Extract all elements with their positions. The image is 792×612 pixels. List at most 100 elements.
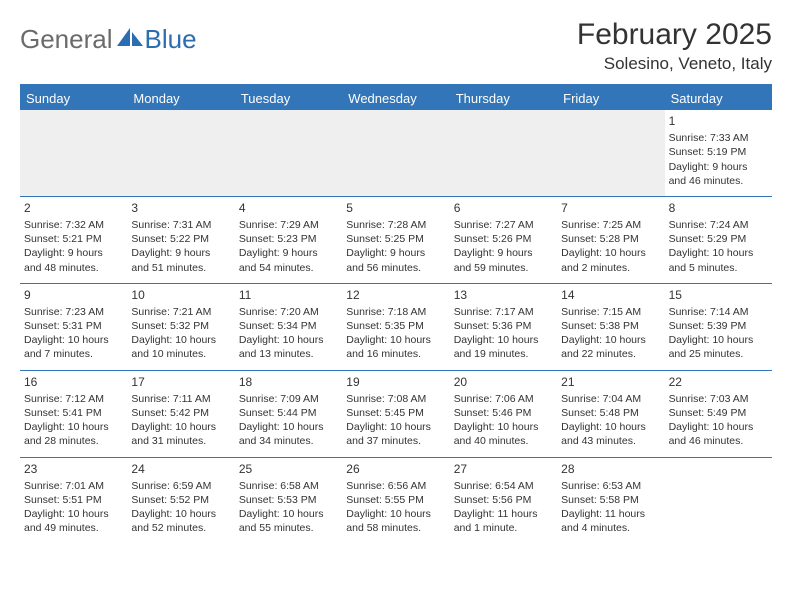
day-number: 8 [669,200,768,216]
sunset-text: Sunset: 5:56 PM [454,493,553,507]
daylight-text: and 22 minutes. [561,347,660,361]
sunset-text: Sunset: 5:45 PM [346,406,445,420]
sunrise-text: Sunrise: 7:17 AM [454,305,553,319]
calendar-cell: 25 Sunrise: 6:58 AMSunset: 5:53 PMDayligh… [235,458,342,544]
calendar-cell-empty [235,110,342,196]
daylight-text: and 55 minutes. [239,521,338,535]
weeks-container: 1Sunrise: 7:33 AMSunset: 5:19 PMDaylight… [20,110,772,543]
sunset-text: Sunset: 5:32 PM [131,319,230,333]
day-number: 23 [24,461,123,477]
logo-sail-icon [117,26,143,53]
sunrise-text: Sunrise: 6:59 AM [131,479,230,493]
day-number: 5 [346,200,445,216]
day-number: 2 [24,200,123,216]
location-text: Solesino, Veneto, Italy [577,54,772,74]
daylight-text: Daylight: 11 hours [561,507,660,521]
calendar-cell: 9Sunrise: 7:23 AMSunset: 5:31 PMDaylight… [20,284,127,370]
daylight-text: and 46 minutes. [669,434,768,448]
calendar-cell: 24Sunrise: 6:59 AMSunset: 5:52 PMDayligh… [127,458,234,544]
day-number: 25 [239,461,338,477]
sunset-text: Sunset: 5:39 PM [669,319,768,333]
sunset-text: Sunset: 5:34 PM [239,319,338,333]
daylight-text: Daylight: 10 hours [669,420,768,434]
daylight-text: Daylight: 10 hours [346,333,445,347]
calendar-cell-empty [450,110,557,196]
day-number: 9 [24,287,123,303]
sunrise-text: Sunrise: 7:28 AM [346,218,445,232]
calendar-cell: 26Sunrise: 6:56 AMSunset: 5:55 PMDayligh… [342,458,449,544]
sunset-text: Sunset: 5:36 PM [454,319,553,333]
calendar: Sunday Monday Tuesday Wednesday Thursday… [20,84,772,543]
sunrise-text: Sunrise: 7:09 AM [239,392,338,406]
sunrise-text: Sunrise: 6:53 AM [561,479,660,493]
daylight-text: and 13 minutes. [239,347,338,361]
daylight-text: Daylight: 10 hours [346,507,445,521]
calendar-cell-empty [342,110,449,196]
sunset-text: Sunset: 5:21 PM [24,232,123,246]
calendar-week: 2Sunrise: 7:32 AMSunset: 5:21 PMDaylight… [20,196,772,283]
dayname-wednesday: Wednesday [342,87,449,110]
daylight-text: Daylight: 10 hours [131,420,230,434]
day-number: 10 [131,287,230,303]
calendar-cell: 8Sunrise: 7:24 AMSunset: 5:29 PMDaylight… [665,197,772,283]
dayname-saturday: Saturday [665,87,772,110]
day-number: 11 [239,287,338,303]
daylight-text: and 52 minutes. [131,521,230,535]
calendar-cell: 20Sunrise: 7:06 AMSunset: 5:46 PMDayligh… [450,371,557,457]
sunrise-text: Sunrise: 7:33 AM [669,131,768,145]
sunrise-text: Sunrise: 7:11 AM [131,392,230,406]
day-number: 6 [454,200,553,216]
daylight-text: Daylight: 9 hours [24,246,123,260]
daylight-text: Daylight: 10 hours [239,507,338,521]
calendar-cell: 27Sunrise: 6:54 AMSunset: 5:56 PMDayligh… [450,458,557,544]
day-number: 20 [454,374,553,390]
logo-text-blue: Blue [145,24,197,55]
calendar-cell: 16Sunrise: 7:12 AMSunset: 5:41 PMDayligh… [20,371,127,457]
daylight-text: and 16 minutes. [346,347,445,361]
daylight-text: Daylight: 10 hours [669,333,768,347]
sunset-text: Sunset: 5:35 PM [346,319,445,333]
sunset-text: Sunset: 5:42 PM [131,406,230,420]
daylight-text: Daylight: 9 hours [239,246,338,260]
sunset-text: Sunset: 5:51 PM [24,493,123,507]
calendar-cell: 12Sunrise: 7:18 AMSunset: 5:35 PMDayligh… [342,284,449,370]
daylight-text: and 2 minutes. [561,261,660,275]
sunset-text: Sunset: 5:25 PM [346,232,445,246]
calendar-cell: 11Sunrise: 7:20 AMSunset: 5:34 PMDayligh… [235,284,342,370]
sunset-text: Sunset: 5:55 PM [346,493,445,507]
daylight-text: and 19 minutes. [454,347,553,361]
sunrise-text: Sunrise: 6:54 AM [454,479,553,493]
calendar-week: 1Sunrise: 7:33 AMSunset: 5:19 PMDaylight… [20,110,772,196]
daylight-text: and 34 minutes. [239,434,338,448]
sunset-text: Sunset: 5:53 PM [239,493,338,507]
daylight-text: and 46 minutes. [669,174,768,188]
daylight-text: and 4 minutes. [561,521,660,535]
sunrise-text: Sunrise: 7:21 AM [131,305,230,319]
sunset-text: Sunset: 5:52 PM [131,493,230,507]
sunset-text: Sunset: 5:23 PM [239,232,338,246]
daylight-text: Daylight: 9 hours [131,246,230,260]
calendar-cell: 2Sunrise: 7:32 AMSunset: 5:21 PMDaylight… [20,197,127,283]
sunset-text: Sunset: 5:46 PM [454,406,553,420]
sunset-text: Sunset: 5:22 PM [131,232,230,246]
dayname-sunday: Sunday [20,87,127,110]
sunrise-text: Sunrise: 7:20 AM [239,305,338,319]
daylight-text: and 49 minutes. [24,521,123,535]
sunrise-text: Sunrise: 7:15 AM [561,305,660,319]
sunset-text: Sunset: 5:44 PM [239,406,338,420]
sunrise-text: Sunrise: 6:58 AM [239,479,338,493]
calendar-cell: 28Sunrise: 6:53 AMSunset: 5:58 PMDayligh… [557,458,664,544]
sunrise-text: Sunrise: 7:14 AM [669,305,768,319]
calendar-cell: 18Sunrise: 7:09 AMSunset: 5:44 PMDayligh… [235,371,342,457]
sunset-text: Sunset: 5:28 PM [561,232,660,246]
sunset-text: Sunset: 5:38 PM [561,319,660,333]
calendar-cell: 23Sunrise: 7:01 AMSunset: 5:51 PMDayligh… [20,458,127,544]
day-number: 19 [346,374,445,390]
day-number: 28 [561,461,660,477]
sunset-text: Sunset: 5:19 PM [669,145,768,159]
calendar-cell-empty [127,110,234,196]
daylight-text: and 31 minutes. [131,434,230,448]
calendar-cell: 17Sunrise: 7:11 AMSunset: 5:42 PMDayligh… [127,371,234,457]
sunrise-text: Sunrise: 7:23 AM [24,305,123,319]
logo: General Blue [20,18,197,55]
